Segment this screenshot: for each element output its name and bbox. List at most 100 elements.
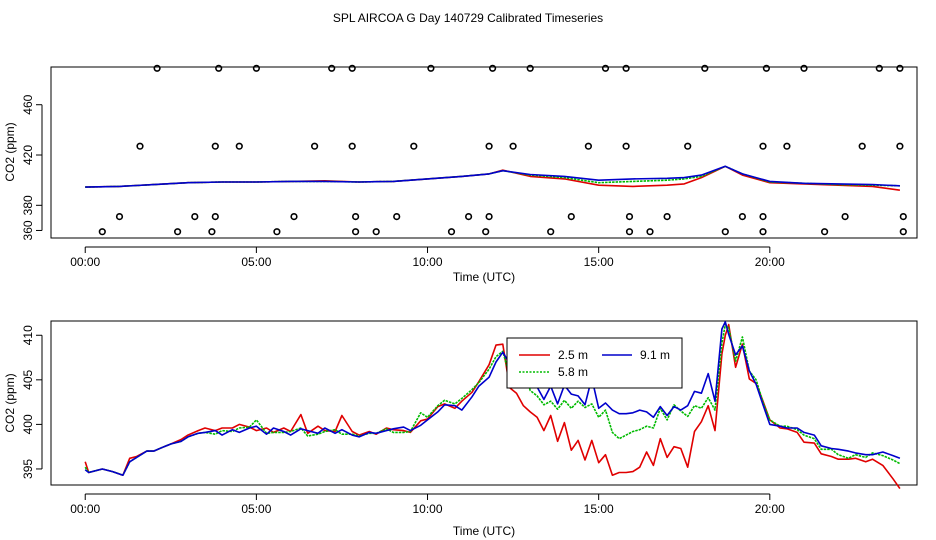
bottom-y-tick-label: 400 xyxy=(21,414,35,434)
top-markers xyxy=(98,64,907,236)
bottom-y-axis: 395 400 405 410 xyxy=(21,325,43,479)
bottom-x-axis: 00:00 05:00 10:00 15:00 20:00 xyxy=(70,493,785,516)
top-x-axis: 00:00 05:00 10:00 15:00 20:00 xyxy=(70,246,785,269)
valve-marker xyxy=(311,142,319,150)
legend-label-9-1m: 9.1 m xyxy=(640,348,670,362)
valve-marker xyxy=(482,228,490,236)
top-x-tick-label: 20:00 xyxy=(755,255,785,269)
valve-marker xyxy=(567,213,575,221)
top-x-tick-label: 05:00 xyxy=(241,255,271,269)
top-x-tick-label: 10:00 xyxy=(413,255,443,269)
valve-marker xyxy=(215,64,223,72)
top-series-lines xyxy=(85,165,901,191)
top-y-tick-label: 460 xyxy=(21,94,35,114)
valve-marker xyxy=(485,213,493,221)
valve-marker xyxy=(820,228,829,236)
bottom-y-tick-label: 395 xyxy=(21,459,35,479)
valve-marker xyxy=(762,64,771,72)
valve-marker xyxy=(348,64,356,72)
bottom-panel: 00:00 05:00 10:00 15:00 20:00 395 400 405 410 T… xyxy=(3,320,918,538)
top-y-axis: 360 380 420 460 xyxy=(21,94,43,240)
bottom-y-axis-label: CO2 (ppm) xyxy=(3,373,17,432)
top-panel: 00:00 05:00 10:00 15:00 20:00 360 380 420 460 T… xyxy=(3,64,918,284)
valve-marker xyxy=(410,142,418,150)
valve-marker xyxy=(899,228,907,236)
valve-marker xyxy=(601,64,610,72)
bottom-plot-frame xyxy=(50,320,918,486)
valve-marker xyxy=(646,228,654,236)
valve-marker xyxy=(701,64,709,72)
valve-marker xyxy=(663,213,671,221)
valve-marker xyxy=(875,64,883,72)
valve-marker xyxy=(526,64,534,72)
valve-marker xyxy=(622,142,630,150)
valve-marker xyxy=(759,142,767,150)
valve-marker xyxy=(136,142,144,150)
valve-marker xyxy=(684,142,692,150)
bottom-x-tick-label: 20:00 xyxy=(755,502,785,516)
bottom-series-2-5-m xyxy=(84,323,901,490)
valve-marker xyxy=(290,213,298,221)
valve-marker xyxy=(447,228,456,236)
top-x-tick-label: 15:00 xyxy=(584,255,614,269)
top-y-tick-label: 420 xyxy=(21,145,35,165)
valve-marker xyxy=(352,213,360,221)
valve-marker xyxy=(858,142,866,150)
valve-marker xyxy=(352,228,360,236)
valve-marker xyxy=(191,213,199,221)
valve-marker xyxy=(841,213,849,221)
bottom-x-tick-label: 05:00 xyxy=(241,502,271,516)
top-plot-frame xyxy=(50,66,918,239)
valve-marker xyxy=(759,228,767,236)
valve-marker xyxy=(899,213,907,221)
valve-marker xyxy=(759,213,767,221)
valve-marker xyxy=(584,142,593,150)
top-y-tick-label: 380 xyxy=(21,195,35,215)
legend-box xyxy=(506,337,683,389)
valve-marker xyxy=(328,64,336,72)
valve-marker xyxy=(547,228,555,236)
top-x-axis-label: Time (UTC) xyxy=(453,270,515,284)
valve-marker xyxy=(211,142,219,150)
top-x-tick-label: 00:00 xyxy=(70,255,100,269)
top-series-5-8-m xyxy=(85,165,900,188)
valve-marker xyxy=(235,142,243,150)
valve-marker xyxy=(153,64,161,72)
bottom-x-tick-label: 15:00 xyxy=(584,502,614,516)
valve-marker xyxy=(896,64,904,72)
bottom-x-tick-label: 00:00 xyxy=(70,502,100,516)
bottom-y-tick-label: 405 xyxy=(21,369,35,389)
valve-marker xyxy=(896,142,904,150)
bottom-series-9-1-m xyxy=(84,321,901,477)
figure-title: SPL AIRCOA G Day 140729 Calibrated Times… xyxy=(333,11,603,25)
valve-marker xyxy=(372,228,380,236)
legend-label-5-8m: 5.8 m xyxy=(558,365,588,379)
valve-marker xyxy=(348,142,356,150)
valve-marker xyxy=(485,142,493,150)
valve-marker xyxy=(622,64,630,72)
valve-marker xyxy=(625,228,634,236)
valve-marker xyxy=(738,213,747,221)
valve-marker xyxy=(721,228,729,236)
valve-marker xyxy=(427,64,435,72)
bottom-x-axis-label: Time (UTC) xyxy=(453,524,515,538)
valve-marker xyxy=(465,213,473,221)
valve-marker xyxy=(273,228,281,236)
valve-marker xyxy=(800,64,808,72)
valve-marker xyxy=(489,64,497,72)
top-series-9-1-m xyxy=(85,165,900,188)
bottom-y-tick-label: 410 xyxy=(21,325,35,345)
valve-marker xyxy=(98,228,106,236)
valve-marker xyxy=(783,142,791,150)
bottom-series-5-8-m xyxy=(84,323,901,477)
top-y-tick-label: 360 xyxy=(21,220,35,240)
bottom-series-lines xyxy=(84,321,901,490)
top-y-axis-label: CO2 (ppm) xyxy=(3,122,17,181)
legend-label-2-5m: 2.5 m xyxy=(558,348,588,362)
bottom-x-tick-label: 10:00 xyxy=(413,502,443,516)
valve-marker xyxy=(211,213,219,221)
valve-marker xyxy=(174,228,182,236)
valve-marker xyxy=(208,228,216,236)
top-series-2-5-m xyxy=(85,165,901,191)
